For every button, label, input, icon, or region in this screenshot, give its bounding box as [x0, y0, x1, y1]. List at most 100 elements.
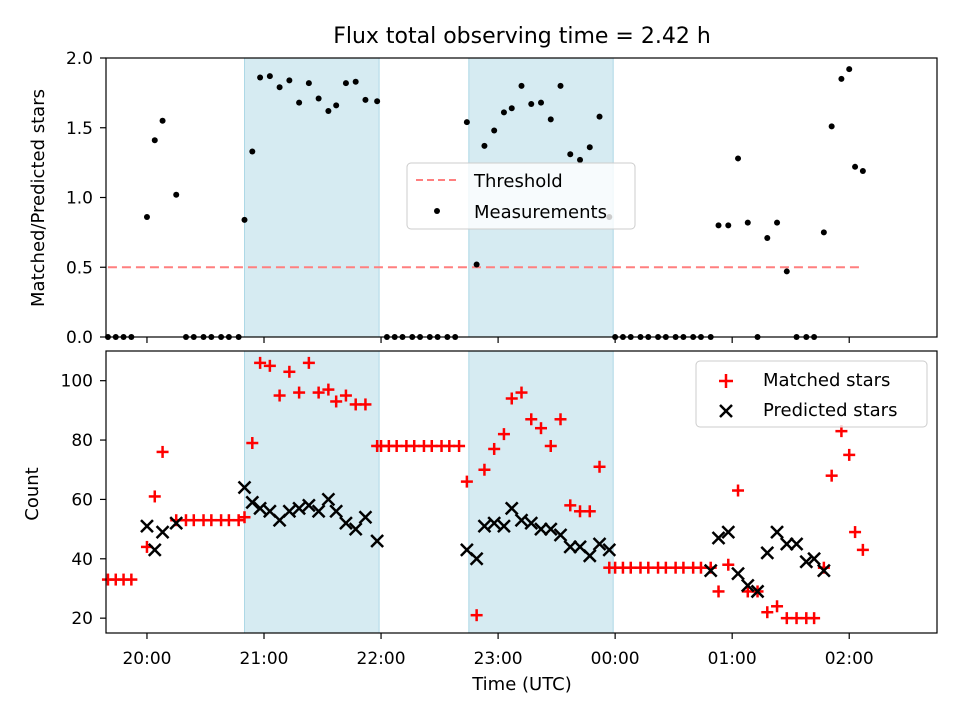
bottom-shaded-regions: [244, 350, 614, 634]
measurement-point: [852, 163, 859, 170]
measurement-point: [315, 95, 322, 102]
legend-measurements-swatch: [434, 208, 440, 214]
x-tick-label: 22:00: [357, 649, 406, 669]
measurement-point: [305, 80, 312, 87]
measurement-point: [828, 123, 835, 130]
predicted-star-point: [582, 548, 597, 563]
predicted-star-point: [731, 566, 745, 581]
predicted-star-point: [789, 537, 804, 551]
matched-star-point: [293, 386, 306, 399]
y-tick-label: 40: [71, 550, 93, 570]
matched-star-point: [564, 499, 577, 512]
predicted-star-point: [237, 480, 252, 495]
measurement-point: [725, 222, 732, 229]
measurement-point: [352, 78, 359, 85]
legend-matched-label: Matched stars: [763, 370, 890, 391]
measurement-point: [783, 268, 790, 275]
measurement-point: [557, 82, 564, 89]
measurement-point: [547, 116, 554, 123]
predicted-star-point: [282, 504, 297, 519]
measurement-point: [596, 113, 603, 120]
measurement-point: [151, 137, 158, 144]
predicted-star-point: [245, 495, 260, 510]
predicted-star-point: [253, 501, 267, 516]
shaded-interval: [244, 57, 380, 338]
top-legend-box: [406, 162, 636, 230]
matched-star-point: [302, 356, 315, 369]
matched-star-point: [849, 526, 862, 539]
matched-star-point: [525, 413, 538, 426]
measurement-point: [325, 108, 332, 115]
matched-star-point: [283, 365, 296, 378]
predicted-star-point: [711, 531, 726, 545]
measurement-point: [735, 155, 742, 162]
matched-star-point: [125, 573, 138, 586]
predicted-star-point: [543, 522, 558, 536]
matched-star-point: [254, 356, 267, 369]
x-tick-label: 00:00: [591, 649, 640, 669]
predicted-star-point: [750, 584, 765, 599]
shaded-interval: [244, 350, 380, 634]
top-legend: Threshold Measurements: [406, 162, 636, 230]
predicted-star-point: [147, 543, 162, 557]
legend-predicted-swatch: [719, 404, 733, 418]
legend-measurements-label: Measurements: [474, 202, 607, 223]
measurement-point: [518, 82, 525, 89]
measurement-point: [296, 99, 303, 106]
top-panel: 0.00.51.01.52.0 Matched/Predicted stars …: [28, 49, 938, 348]
matched-star-point: [856, 543, 869, 556]
predicted-star-point: [760, 545, 775, 560]
measurement-point: [159, 117, 166, 124]
measurement-point: [846, 66, 853, 73]
measurement-point: [276, 84, 283, 91]
predicted-star-point: [370, 534, 385, 548]
matched-star-point: [515, 386, 528, 399]
predicted-star-point: [155, 525, 170, 539]
matched-star-point: [497, 428, 510, 441]
legend-matched-swatch: [719, 374, 733, 388]
predicted-star-point: [311, 504, 326, 519]
matched-star-point: [488, 442, 501, 455]
matched-star-point: [712, 585, 725, 598]
measurement-point: [374, 98, 381, 105]
matched-star-point: [825, 469, 838, 482]
predicted-star-point: [816, 563, 831, 578]
matched-star-point: [330, 395, 343, 408]
matched-star-point: [460, 475, 473, 488]
matched-star-point: [453, 439, 466, 452]
top-y-axis-label: Matched/Predicted stars: [28, 89, 49, 307]
predicted-star-point: [321, 492, 336, 507]
y-tick-label: 1.0: [66, 189, 93, 209]
matched-star-point: [761, 606, 774, 619]
measurement-point: [567, 151, 574, 158]
matched-star-point: [505, 392, 518, 405]
matched-star-point: [808, 612, 821, 625]
y-tick-label: 100: [61, 372, 93, 392]
x-axis-label: Time (UTC): [471, 674, 572, 695]
bottom-y-ticks: 20 40 60 80 100: [61, 372, 106, 629]
measurement-point: [838, 75, 845, 82]
measurement-point: [820, 229, 827, 236]
matched-star-point: [732, 484, 745, 497]
matched-star-point: [470, 609, 483, 622]
predicted-star-point: [514, 513, 529, 528]
y-tick-label: 1.5: [66, 119, 93, 139]
legend-threshold-label: Threshold: [473, 171, 563, 192]
measurement-point: [333, 102, 340, 109]
y-tick-label: 80: [71, 431, 93, 451]
measurement-point: [538, 99, 545, 106]
measurement-point: [744, 219, 751, 226]
bottom-legend: Matched stars Predicted stars: [695, 360, 928, 428]
measurement-point: [774, 219, 781, 226]
matched-star-point: [535, 422, 548, 435]
y-tick-label: 20: [71, 609, 93, 629]
predicted-star-point: [301, 498, 316, 513]
measurement-point: [473, 261, 480, 268]
predicted-star-point: [358, 510, 373, 525]
predicted-star-point: [504, 501, 519, 516]
measurement-point: [491, 127, 498, 134]
x-tick-label: 21:00: [240, 649, 289, 669]
measurement-point: [286, 77, 293, 84]
x-tick-label: 23:00: [474, 649, 523, 669]
chart-title: Flux total observing time = 2.42 h: [333, 24, 711, 49]
